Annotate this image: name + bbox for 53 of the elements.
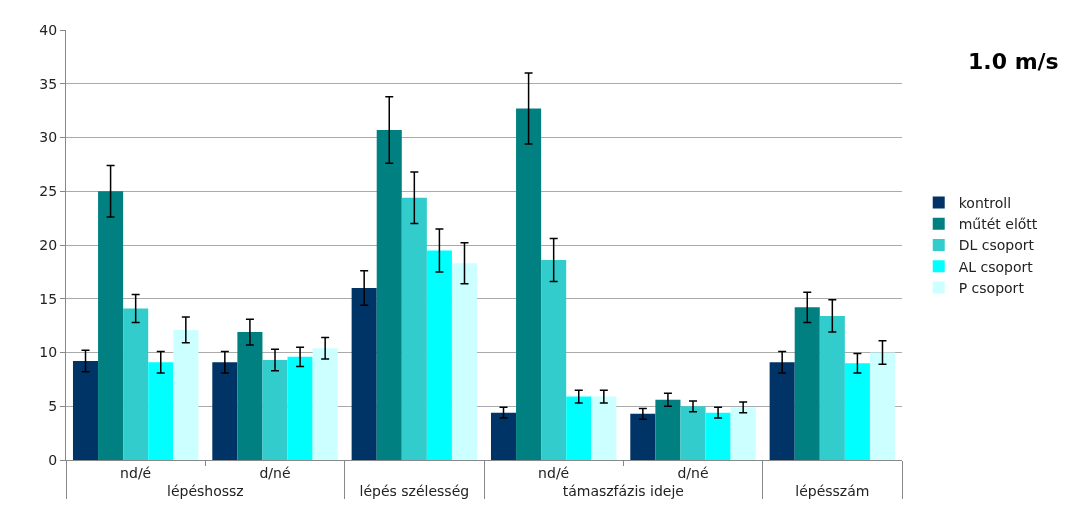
bar	[401, 197, 427, 460]
y-tick-label: 10	[39, 344, 58, 361]
bar	[769, 362, 795, 460]
category-label: lépéshossz	[166, 482, 244, 499]
bar	[451, 263, 478, 460]
bar	[148, 362, 174, 460]
bar	[655, 399, 681, 460]
y-tick-label: 0	[48, 451, 58, 468]
legend-label: kontroll	[958, 195, 1012, 212]
y-tick-label: 5	[48, 398, 58, 415]
bar	[680, 406, 706, 460]
y-tick-label: 20	[39, 236, 58, 253]
category-label: támaszfázis ideje	[562, 482, 684, 499]
text: 1.0 m/s	[968, 49, 1059, 74]
bar	[794, 307, 820, 460]
bar	[844, 363, 870, 460]
category-label: nd/é	[120, 464, 152, 481]
bar	[351, 288, 377, 460]
category-label: d/né	[677, 464, 709, 481]
bar	[262, 360, 288, 460]
bar	[705, 412, 731, 460]
y-tick-label: 35	[39, 75, 58, 92]
legend-label: műtét előtt	[958, 216, 1038, 233]
legend-label: AL csoport	[958, 258, 1034, 275]
bar	[376, 129, 402, 460]
legend-label: P csoport	[958, 279, 1025, 296]
bar	[287, 356, 313, 460]
bar	[212, 362, 238, 460]
bar	[630, 413, 656, 460]
category-label: lépés szélesség	[359, 482, 470, 499]
y-tick-label: 40	[39, 21, 58, 38]
bar	[173, 329, 199, 460]
bar	[566, 396, 592, 460]
bar	[819, 315, 845, 460]
bar	[426, 250, 452, 460]
bar	[541, 260, 567, 460]
y-tick-label: 25	[39, 183, 58, 200]
bar	[312, 348, 338, 460]
bar	[123, 308, 149, 460]
bar	[237, 332, 263, 460]
y-tick-label: 30	[39, 129, 58, 146]
bar	[869, 352, 896, 460]
bar	[490, 412, 517, 460]
legend-label: DL csoport	[958, 237, 1035, 254]
category-label: d/né	[259, 464, 291, 481]
bar	[72, 361, 99, 460]
bar	[730, 407, 756, 460]
y-tick-label: 15	[39, 290, 58, 307]
category-label: lépésszám	[795, 482, 870, 499]
category-label: nd/é	[538, 464, 570, 481]
bar	[98, 191, 124, 460]
bar	[516, 108, 542, 460]
bar	[591, 396, 617, 460]
